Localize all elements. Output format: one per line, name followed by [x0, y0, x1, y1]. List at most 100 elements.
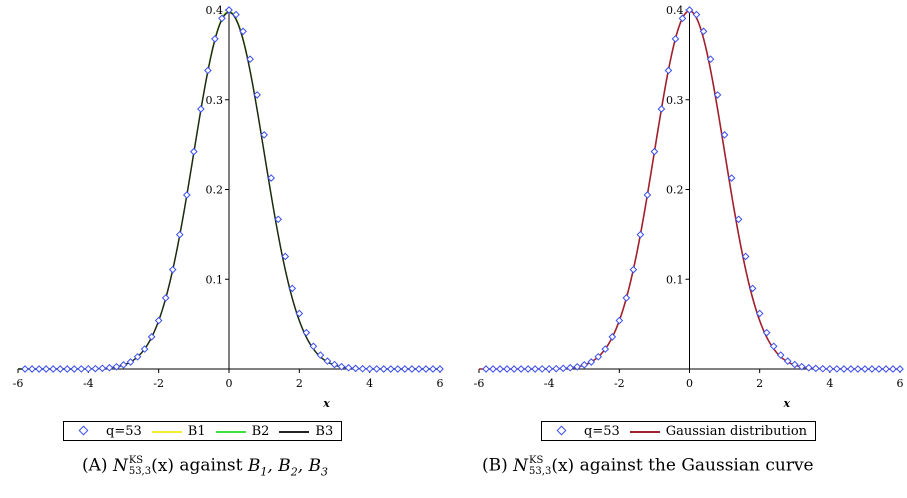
- data-point-a: [168, 265, 177, 274]
- data-point-a: [372, 365, 381, 373]
- data-point-a: [358, 364, 367, 373]
- data-point-a: [70, 365, 79, 373]
- data-point-b: [720, 131, 729, 139]
- data-point-a: [42, 365, 50, 373]
- data-point-a: [190, 147, 198, 156]
- data-point-b: [840, 365, 848, 373]
- data-point-b: [482, 365, 490, 373]
- data-point-a: [337, 362, 346, 371]
- data-point-a: [281, 252, 290, 261]
- legend-a-item-b2: B2: [215, 423, 270, 439]
- data-point-b: [685, 6, 694, 14]
- data-point-b: [643, 191, 652, 199]
- legend-a-label-3: B2: [251, 423, 270, 439]
- data-point-a: [436, 365, 444, 373]
- data-point-b: [826, 365, 834, 373]
- data-point-a: [84, 365, 93, 373]
- data-point-b: [699, 27, 708, 36]
- y-tick-label-b: 0.2: [666, 184, 684, 197]
- x-axis-label-b: x: [782, 397, 790, 410]
- data-point-b: [727, 174, 736, 182]
- data-point-a: [267, 174, 276, 182]
- y-tick-label-b: 0.1: [666, 273, 684, 286]
- data-point-b: [594, 352, 603, 361]
- data-point-b: [587, 358, 596, 366]
- data-point-a: [211, 35, 219, 43]
- data-point-b: [517, 365, 525, 373]
- data-point-b: [755, 309, 764, 318]
- data-point-b: [489, 365, 497, 373]
- data-point-b: [734, 215, 743, 224]
- data-point-a: [344, 363, 353, 372]
- data-point-a: [35, 365, 43, 373]
- data-point-b: [741, 252, 750, 261]
- data-point-a: [56, 365, 65, 373]
- data-point-b: [818, 364, 827, 373]
- x-tick-label-b: 0: [686, 377, 693, 390]
- data-point-b: [580, 361, 589, 369]
- caption-b: (B) N KS 53,3 (x) against the Gaussian curv…: [482, 455, 814, 477]
- legend-a-label-1: q=53: [106, 423, 142, 439]
- x-tick-label-b: 6: [897, 377, 904, 390]
- data-point-a: [105, 363, 114, 372]
- x-tick-label-a: -6: [13, 377, 24, 390]
- data-point-b: [622, 294, 631, 302]
- data-point-a: [302, 328, 311, 337]
- data-point-b: [882, 365, 890, 373]
- data-point-a: [295, 309, 304, 318]
- x-tick-label-b: -4: [544, 377, 555, 390]
- data-point-b: [776, 351, 785, 359]
- caption-b-text: against the Gaussian curve: [579, 455, 814, 476]
- data-point-a: [28, 365, 36, 373]
- data-point-b: [875, 365, 883, 373]
- data-point-a: [133, 352, 142, 361]
- x-tick-label-a: 6: [437, 377, 444, 390]
- data-point-a: [218, 14, 226, 23]
- x-tick-label-a: 4: [366, 377, 373, 390]
- data-point-b: [559, 364, 568, 373]
- data-point-b: [854, 365, 862, 373]
- data-point-b: [601, 345, 610, 353]
- data-point-b: [566, 363, 575, 372]
- data-point-b: [748, 284, 757, 293]
- data-point-b: [650, 147, 659, 156]
- data-point-b: [713, 91, 722, 99]
- data-point-a: [246, 55, 254, 64]
- caption-a-text: against: [179, 455, 243, 476]
- data-point-a: [260, 131, 268, 139]
- x-tick-label-a: 0: [226, 377, 233, 390]
- data-point-a: [63, 365, 72, 373]
- caption-a: (A) N KS 53,3 (x) against B1, B2, B3: [82, 455, 328, 478]
- x-tick-label-b: -6: [474, 377, 485, 390]
- data-point-b: [861, 365, 869, 373]
- data-point-b: [847, 365, 855, 373]
- data-point-a: [309, 342, 318, 351]
- data-point-a: [126, 358, 135, 366]
- legend-a-label-4: B3: [315, 423, 334, 439]
- data-point-b: [833, 365, 841, 373]
- data-point-b: [496, 365, 504, 373]
- data-point-a: [182, 191, 191, 199]
- data-point-b: [615, 316, 624, 325]
- data-point-a: [204, 66, 212, 75]
- data-point-a: [161, 294, 170, 302]
- data-point-a: [154, 316, 163, 325]
- y-tick-label-a: 0.2: [206, 184, 224, 197]
- legend-b-label-2: Gaussian distribution: [665, 423, 808, 439]
- data-point-b: [573, 362, 582, 371]
- x-tick-label-a: -4: [83, 377, 94, 390]
- data-point-a: [119, 361, 128, 369]
- data-point-a: [232, 10, 240, 19]
- legend-a-item-b3: B3: [279, 424, 333, 439]
- data-point-b: [552, 364, 561, 373]
- data-point-b: [671, 35, 680, 43]
- data-point-b: [636, 230, 645, 239]
- caption-b-function: N KS 53,3 (x): [513, 455, 575, 477]
- data-point-a: [98, 364, 107, 373]
- data-point-b: [868, 365, 876, 373]
- data-point-b: [692, 10, 701, 19]
- legend-line-icon: [151, 425, 182, 437]
- legend-a-item-b1: B1: [151, 424, 206, 439]
- data-point-a: [386, 365, 395, 373]
- data-point-a: [365, 365, 374, 373]
